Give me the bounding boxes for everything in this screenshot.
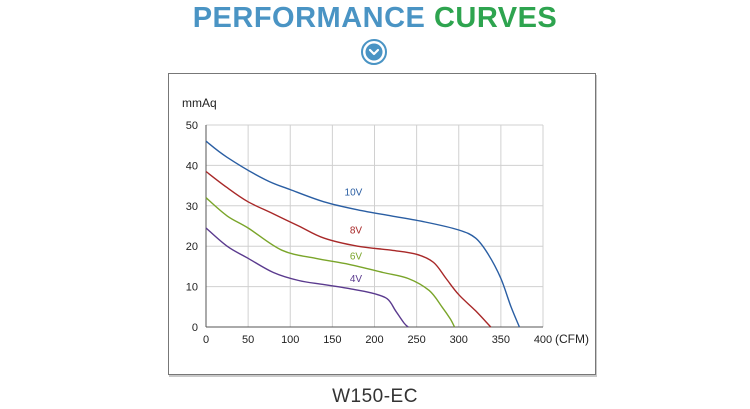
x-tick-label: 400 — [534, 334, 552, 346]
x-tick-label: 0 — [203, 334, 209, 346]
heading-word-performance: PERFORMANCE — [192, 2, 426, 34]
y-tick-label: 50 — [186, 120, 198, 132]
y-axis-label: mmAq — [182, 96, 217, 110]
x-tick-label: 200 — [365, 334, 383, 346]
series-line-4v — [205, 227, 409, 328]
series-label-6v: 6V — [350, 252, 363, 263]
y-tick-label: 10 — [186, 282, 198, 294]
series-label-4v: 4V — [350, 274, 363, 285]
x-axis-label: (CFM) — [555, 332, 589, 346]
y-tick-label: 0 — [192, 322, 198, 334]
page-heading: PERFORMANCE CURVES — [0, 2, 750, 35]
heading-word-curves: CURVES — [433, 2, 558, 34]
chevron-down-circle-icon — [361, 39, 387, 65]
y-tick-label: 30 — [186, 201, 198, 213]
y-tick-label: 20 — [186, 241, 198, 253]
x-tick-label: 150 — [323, 334, 341, 346]
y-tick-label: 40 — [186, 160, 198, 172]
model-caption: W150-EC — [332, 386, 418, 407]
series-line-8v — [205, 170, 492, 328]
x-tick-label: 350 — [492, 334, 510, 346]
x-tick-label: 300 — [450, 334, 468, 346]
x-tick-label: 100 — [281, 334, 299, 346]
x-tick-label: 50 — [242, 334, 254, 346]
series-label-10v: 10V — [345, 188, 363, 199]
series-label-8v: 8V — [350, 225, 363, 236]
series-line-6v — [205, 197, 456, 328]
series-line-10v — [205, 140, 521, 328]
chart-panel — [168, 73, 596, 375]
x-tick-label: 250 — [407, 334, 425, 346]
